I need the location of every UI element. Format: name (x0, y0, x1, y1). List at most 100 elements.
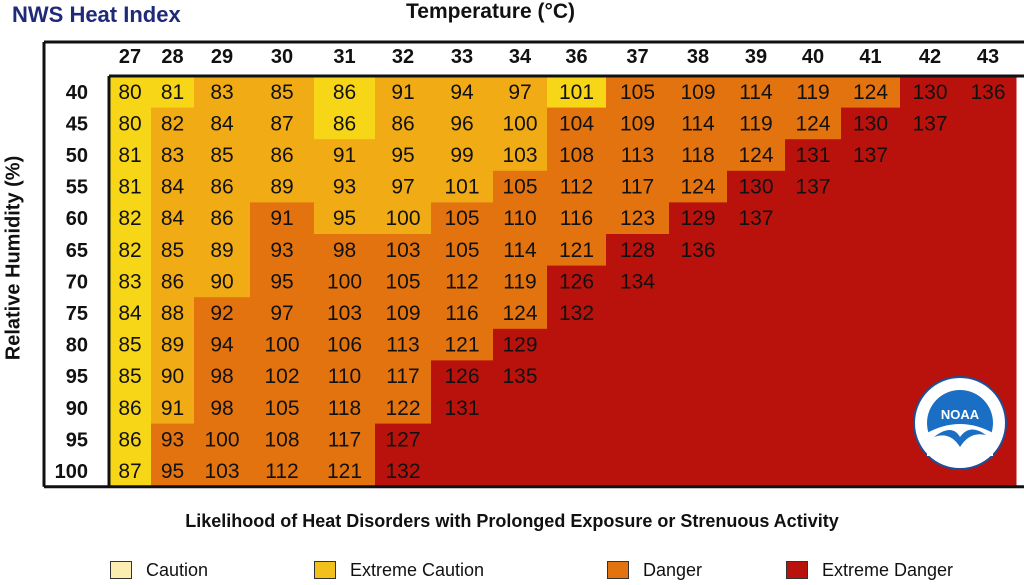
heat-cell-value: 93 (333, 176, 356, 199)
heat-cell (960, 139, 1017, 172)
temperature-tick-label: 29 (211, 46, 233, 68)
heat-cell (606, 423, 670, 456)
heat-cell-value: 89 (270, 176, 293, 199)
humidity-tick-label: 60 (66, 208, 88, 230)
heat-cell (727, 392, 786, 425)
heat-cell (669, 170, 728, 203)
temperature-tick-label: 33 (451, 46, 473, 68)
heat-cell-value: 100 (502, 112, 537, 135)
heat-cell (547, 328, 607, 361)
heat-cell (194, 107, 251, 140)
heat-cell-value: 108 (264, 428, 299, 451)
heat-cell-value: 82 (161, 112, 184, 135)
heat-cell (109, 202, 152, 235)
heat-cell (960, 202, 1017, 235)
heat-cell (606, 202, 670, 235)
heat-cell (900, 234, 961, 267)
heat-cell (493, 297, 548, 330)
heat-cell-value: 132 (385, 460, 420, 483)
legend-swatch-extreme-danger (786, 561, 808, 579)
heat-cell-value: 130 (853, 112, 888, 135)
temperature-tick-label: 42 (919, 46, 941, 68)
temperature-tick-label: 41 (859, 46, 881, 68)
heat-cell (250, 107, 315, 140)
heat-cell-value: 114 (739, 81, 773, 104)
heat-cell-value: 108 (559, 144, 594, 167)
heat-cell-value: 90 (210, 270, 233, 293)
heat-cell-value: 86 (210, 176, 233, 199)
heat-cell-value: 105 (620, 81, 655, 104)
heat-cell-value: 114 (503, 239, 537, 262)
heat-cell (669, 297, 728, 330)
heat-cell-value: 84 (118, 302, 142, 325)
heat-cell-value: 110 (328, 365, 361, 388)
heat-cell-value: 103 (385, 239, 420, 262)
heat-cell-value: 86 (210, 207, 233, 230)
legend-item-extreme-danger: Extreme Danger (786, 559, 953, 581)
heat-cell (375, 234, 432, 267)
heat-cell (727, 234, 786, 267)
heat-cell-value: 92 (210, 302, 233, 325)
heat-cell-value: 91 (161, 397, 184, 420)
heat-cell (493, 423, 548, 456)
heat-cell-value: 96 (450, 112, 473, 135)
humidity-tick-label: 45 (66, 113, 88, 135)
heat-cell (431, 328, 494, 361)
heat-cell (109, 265, 152, 298)
heat-cell (194, 234, 251, 267)
heat-cell (841, 297, 901, 330)
heat-cell-value: 124 (738, 144, 773, 167)
heat-cell-value: 91 (333, 144, 356, 167)
temperature-tick-label: 43 (977, 46, 999, 68)
heat-cell (109, 234, 152, 267)
heat-cell (151, 265, 195, 298)
heat-cell (493, 360, 548, 393)
temperature-tick-label: 39 (745, 46, 767, 68)
heat-cell (151, 107, 195, 140)
heat-cell-value: 102 (264, 365, 299, 388)
humidity-tick-label: 95 (66, 366, 88, 388)
heat-cell-value: 126 (444, 365, 479, 388)
heat-cell (785, 234, 842, 267)
humidity-tick-label: 55 (66, 177, 88, 199)
heat-cell-value: 124 (502, 302, 537, 325)
heat-cell (606, 297, 670, 330)
heat-cell (151, 360, 195, 393)
heat-cell-value: 117 (328, 428, 361, 451)
heat-cell (431, 297, 494, 330)
heat-cell-value: 85 (210, 144, 233, 167)
noaa-logo-icon: NOAA (912, 375, 1008, 471)
heat-cell (375, 360, 432, 393)
humidity-tick-label: 65 (66, 240, 88, 262)
heat-cell (194, 455, 251, 488)
heat-cell-value: 86 (333, 81, 356, 104)
heat-cell (606, 328, 670, 361)
heat-cell-value: 83 (118, 270, 141, 293)
heat-cell (785, 202, 842, 235)
heat-cell-value: 91 (270, 207, 293, 230)
heat-cell (606, 170, 670, 203)
heat-cell (109, 423, 152, 456)
heat-cell (727, 265, 786, 298)
heat-cell-value: 100 (327, 270, 362, 293)
heat-cell (960, 170, 1017, 203)
temperature-tick-label: 28 (161, 46, 183, 68)
heat-cell (785, 170, 842, 203)
heat-cell (250, 455, 315, 488)
temperature-tick-label: 32 (392, 46, 414, 68)
heat-cell (194, 360, 251, 393)
heat-cell (547, 455, 607, 488)
heat-cell-value: 136 (970, 81, 1005, 104)
heat-cell (151, 423, 195, 456)
heat-cell (493, 202, 548, 235)
heat-cell-value: 98 (210, 365, 233, 388)
heat-cell (194, 423, 251, 456)
heat-cell-value: 127 (385, 428, 420, 451)
heat-cell (250, 76, 315, 109)
heat-cell-value: 119 (503, 270, 536, 293)
heat-cell-value: 104 (559, 112, 594, 135)
heat-cell-value: 94 (450, 81, 474, 104)
heat-cell (785, 455, 842, 488)
humidity-tick-label: 95 (66, 429, 88, 451)
heat-cell-value: 124 (795, 112, 830, 135)
